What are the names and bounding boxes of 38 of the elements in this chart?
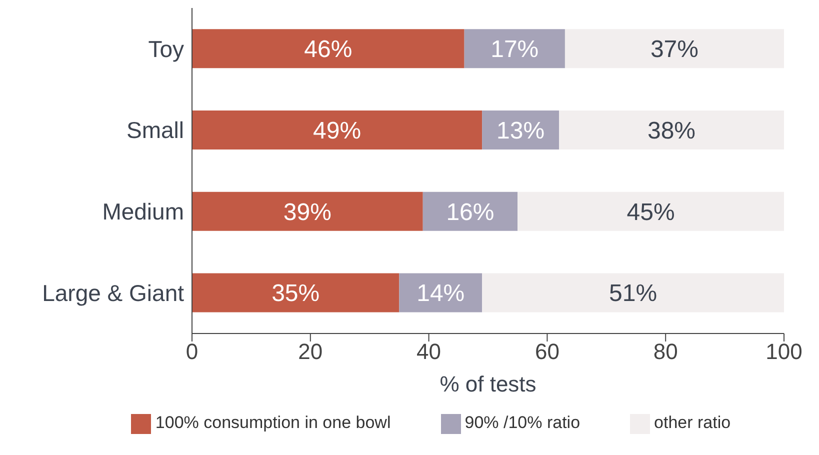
data-label: 14% xyxy=(416,280,465,308)
bar xyxy=(192,110,482,150)
data-label: 39% xyxy=(283,198,332,226)
data-label: 35% xyxy=(272,280,320,308)
legend-label: 90% /10% ratio xyxy=(464,413,580,432)
bar xyxy=(192,192,423,231)
x-tick-label: 100 xyxy=(766,339,802,364)
y-tick-label: Small xyxy=(126,117,184,144)
data-label: 37% xyxy=(650,36,699,64)
bar xyxy=(559,110,784,150)
x-axis-title: % of tests xyxy=(440,371,536,396)
data-label: 45% xyxy=(626,198,675,226)
x-tick-label: 60 xyxy=(534,339,560,364)
y-tick-label: Toy xyxy=(148,36,184,62)
data-label: 49% xyxy=(313,117,362,144)
legend-label: 100% consumption in one bowl xyxy=(155,413,391,432)
bar xyxy=(518,192,784,231)
data-label: 38% xyxy=(647,117,696,144)
legend-label: other ratio xyxy=(654,413,731,432)
y-tick-label: Large & Giant xyxy=(42,280,185,306)
bar xyxy=(192,273,400,312)
x-tick-label: 20 xyxy=(298,339,323,364)
x-tick-label: 0 xyxy=(186,339,198,364)
data-label: 51% xyxy=(609,280,658,308)
data-label: 13% xyxy=(496,117,545,144)
data-label: 17% xyxy=(490,36,539,64)
bar xyxy=(399,273,482,312)
bar xyxy=(564,29,784,68)
data-label: 16% xyxy=(446,198,494,226)
y-tick-label: Medium xyxy=(102,198,184,225)
bar xyxy=(482,110,560,150)
x-tick-label: 80 xyxy=(653,339,678,364)
bar xyxy=(192,29,464,68)
bar xyxy=(482,273,784,312)
bar xyxy=(422,192,518,231)
data-label: 46% xyxy=(304,36,352,64)
x-tick-label: 40 xyxy=(416,339,442,364)
bar xyxy=(464,29,565,68)
